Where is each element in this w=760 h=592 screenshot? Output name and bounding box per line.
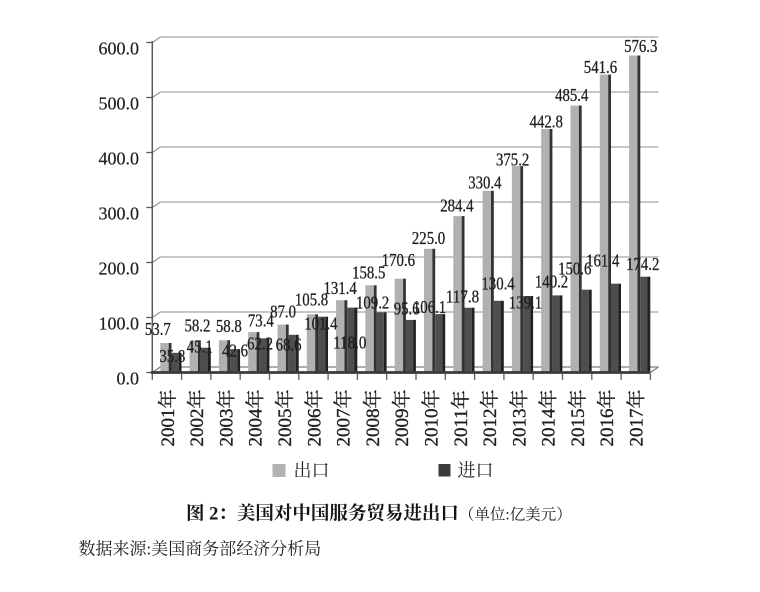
svg-text:225.0: 225.0 [412, 228, 445, 248]
svg-text:2003年: 2003年 [215, 389, 237, 446]
svg-text:200.0: 200.0 [99, 259, 140, 279]
svg-text:进口: 进口 [458, 461, 494, 481]
svg-text:284.4: 284.4 [440, 195, 473, 215]
svg-text:174.2: 174.2 [626, 254, 659, 274]
svg-text:442.8: 442.8 [530, 112, 563, 132]
svg-text:2007年: 2007年 [333, 389, 355, 446]
svg-text:485.4: 485.4 [555, 85, 588, 105]
svg-text:45.1: 45.1 [187, 337, 213, 357]
svg-text:62.2: 62.2 [247, 334, 273, 354]
svg-text:2012年: 2012年 [479, 389, 501, 446]
svg-text:68.6: 68.6 [276, 335, 302, 355]
svg-text:117.8: 117.8 [446, 287, 479, 307]
svg-text:数据来源:美国商务部经济分析局: 数据来源:美国商务部经济分析局 [79, 540, 322, 559]
svg-text:35.8: 35.8 [159, 346, 185, 366]
svg-text:2010年: 2010年 [421, 389, 443, 446]
svg-text:101.4: 101.4 [304, 314, 337, 334]
svg-text:131.4: 131.4 [324, 278, 357, 298]
svg-text:2015年: 2015年 [567, 389, 589, 446]
svg-text:42.6: 42.6 [222, 341, 248, 361]
svg-text:139.1: 139.1 [509, 293, 542, 313]
svg-text:158.5: 158.5 [352, 263, 385, 283]
svg-text:118.0: 118.0 [333, 332, 366, 352]
svg-text:576.3: 576.3 [624, 36, 657, 56]
svg-text:140.2: 140.2 [535, 272, 568, 292]
svg-text:2002年: 2002年 [186, 389, 208, 446]
svg-text:0.0: 0.0 [117, 369, 140, 389]
svg-text:2005年: 2005年 [274, 389, 296, 446]
svg-text:170.6: 170.6 [382, 250, 415, 270]
svg-text:2009年: 2009年 [391, 389, 413, 446]
svg-text:161.4: 161.4 [586, 250, 619, 270]
svg-text:2008年: 2008年 [362, 389, 384, 446]
svg-text:600.0: 600.0 [99, 39, 140, 59]
svg-text:300.0: 300.0 [99, 204, 140, 224]
svg-text:53.7: 53.7 [145, 319, 171, 339]
svg-text:87.0: 87.0 [270, 302, 296, 322]
svg-text:2014年: 2014年 [538, 389, 560, 446]
svg-text:2013年: 2013年 [508, 389, 530, 446]
svg-text:109.2: 109.2 [356, 293, 389, 313]
svg-text:106.1: 106.1 [413, 297, 446, 317]
svg-text:2017年: 2017年 [626, 389, 648, 446]
svg-text:105.8: 105.8 [295, 290, 328, 310]
svg-text:330.4: 330.4 [468, 173, 501, 193]
svg-text:2006年: 2006年 [303, 389, 325, 446]
svg-text:130.4: 130.4 [481, 274, 514, 294]
svg-text:100.0: 100.0 [99, 314, 140, 334]
svg-text:541.6: 541.6 [584, 57, 617, 77]
svg-text:2004年: 2004年 [245, 389, 267, 446]
svg-text:150.6: 150.6 [558, 258, 591, 278]
svg-text:2011年: 2011年 [450, 390, 472, 446]
svg-text:2016年: 2016年 [596, 389, 618, 446]
svg-text:出口: 出口 [294, 461, 330, 481]
svg-text:2001年: 2001年 [157, 389, 179, 446]
svg-text:58.2: 58.2 [185, 316, 211, 336]
svg-text:图 2：美国对中国服务贸易进出口（单位:亿美元）: 图 2：美国对中国服务贸易进出口（单位:亿美元） [186, 503, 572, 525]
svg-text:73.4: 73.4 [248, 311, 274, 331]
svg-text:95.6: 95.6 [394, 299, 420, 319]
svg-text:500.0: 500.0 [99, 94, 140, 114]
svg-text:58.8: 58.8 [216, 316, 242, 336]
svg-text:375.2: 375.2 [496, 150, 529, 170]
svg-text:400.0: 400.0 [99, 149, 140, 169]
